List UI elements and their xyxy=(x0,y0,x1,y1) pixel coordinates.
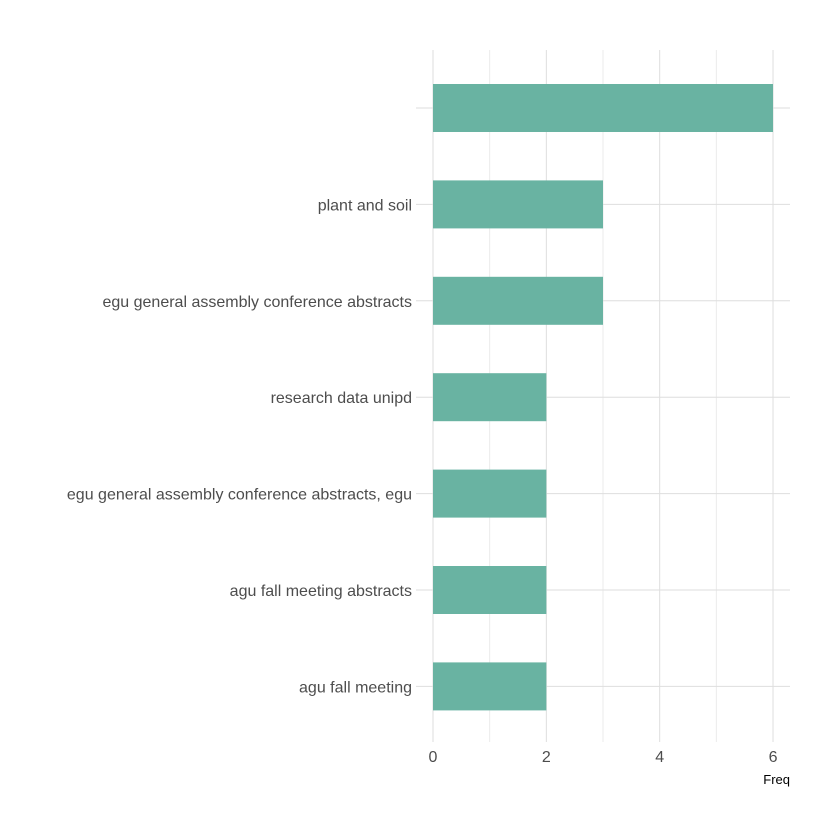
category-label: research data unipd xyxy=(271,390,412,407)
x-tick-label: 6 xyxy=(769,749,778,766)
bar xyxy=(433,566,547,614)
bar xyxy=(433,84,774,132)
x-tick-label: 0 xyxy=(429,749,438,766)
category-label: agu fall meeting xyxy=(299,679,412,696)
bar xyxy=(433,469,547,518)
x-tick-label: 4 xyxy=(655,749,664,766)
category-labels: plant and soil egu general assembly confe… xyxy=(67,197,412,696)
bar xyxy=(433,662,547,711)
category-label: plant and soil xyxy=(318,197,412,214)
bar xyxy=(433,373,547,422)
bar xyxy=(433,276,604,325)
x-axis-title: Freq xyxy=(763,772,790,787)
category-label: egu general assembly conference abstract… xyxy=(67,487,412,504)
bars xyxy=(433,84,774,711)
category-label: agu fall meeting abstracts xyxy=(230,583,412,600)
bar xyxy=(433,180,604,229)
x-tick-label: 2 xyxy=(542,749,551,766)
category-label: egu general assembly conference abstract… xyxy=(102,294,412,311)
x-tick-labels: 0 2 4 6 xyxy=(429,749,778,766)
